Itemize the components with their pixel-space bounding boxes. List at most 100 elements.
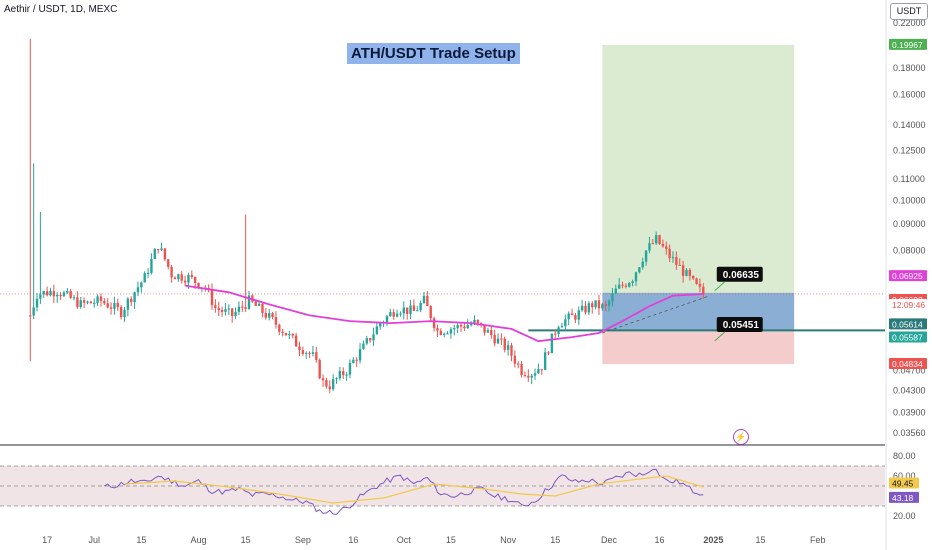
candle-body <box>342 371 345 376</box>
time-tick-label: Feb <box>810 535 826 545</box>
candle-body <box>274 317 278 325</box>
rsi-panel <box>0 465 885 515</box>
candle-body <box>486 330 490 333</box>
candle-body <box>133 292 136 303</box>
time-tick-label: 17 <box>42 535 52 545</box>
candle-body <box>594 300 597 308</box>
candle-body <box>624 285 628 287</box>
candle-body <box>45 291 49 296</box>
candle-body <box>217 308 220 310</box>
candle-body <box>483 324 486 333</box>
candle-body <box>560 326 564 328</box>
candle-body <box>695 278 698 284</box>
candle-body <box>311 352 315 354</box>
candle-body <box>506 345 510 350</box>
candle-body <box>89 301 93 304</box>
price-tick-label: 0.22000 <box>893 18 926 28</box>
candle-body <box>617 284 621 289</box>
candle-body <box>187 274 190 283</box>
candle-body <box>352 359 355 363</box>
candle-body <box>678 264 681 266</box>
candle-body <box>227 308 231 310</box>
rsi-ma-line <box>124 475 704 504</box>
candle-body <box>500 338 503 340</box>
candle-body <box>93 303 96 305</box>
candle-body <box>76 297 79 308</box>
candle-body <box>429 306 432 319</box>
candle-body <box>69 291 72 298</box>
candle-body <box>362 343 365 350</box>
candle-body <box>641 261 644 268</box>
candle-body <box>681 265 685 276</box>
candle-body <box>230 308 234 317</box>
candle-body <box>338 371 342 379</box>
candle-body <box>611 293 614 302</box>
candle-body <box>298 346 301 351</box>
candle-body <box>550 333 554 354</box>
candle-body <box>96 296 99 304</box>
lightning-icon[interactable]: ⚡ <box>733 429 749 445</box>
candle-body <box>281 331 284 333</box>
candle-body <box>284 332 288 336</box>
candle-body <box>62 292 66 297</box>
candle-body <box>702 286 705 295</box>
candle-body <box>523 375 527 377</box>
candle-body <box>379 323 382 327</box>
candle-body <box>365 338 368 344</box>
candle-body <box>146 272 150 274</box>
candle-body <box>291 333 294 336</box>
candle-body <box>113 302 116 309</box>
candle-body <box>658 235 661 244</box>
candle-body <box>136 287 140 293</box>
candle-body <box>109 307 113 309</box>
candle-body <box>419 302 422 311</box>
candle-body <box>264 312 268 318</box>
annotation-arrow <box>714 331 726 342</box>
candle-body <box>490 330 493 336</box>
candle-body <box>520 364 523 376</box>
candle-body <box>173 277 177 280</box>
candle-body <box>39 294 42 299</box>
price-label-box <box>889 298 927 310</box>
candle-body <box>123 309 126 318</box>
candle-body <box>193 277 197 283</box>
price-tick-label: 0.14000 <box>893 120 926 130</box>
annotation-text: 0.06635 <box>723 270 760 281</box>
rsi-value-box <box>889 491 919 503</box>
candle-body <box>527 375 530 378</box>
candle-body <box>345 374 348 376</box>
candle-body <box>567 313 570 320</box>
candle-body <box>570 313 574 316</box>
candle-body <box>591 303 594 308</box>
price-tick-label: 0.08000 <box>893 246 926 256</box>
candle-body <box>254 301 257 306</box>
candle-body <box>628 283 631 287</box>
candle-body <box>668 248 671 259</box>
time-tick-label: Aug <box>191 535 207 545</box>
candle-body <box>348 362 352 375</box>
candle-body <box>220 309 224 312</box>
time-tick-label: Nov <box>500 535 517 545</box>
candle-body <box>446 333 449 335</box>
time-tick-label: Sep <box>295 535 311 545</box>
candle-body <box>214 305 217 309</box>
price-label-box <box>889 270 927 282</box>
candle-body <box>106 303 109 308</box>
candle-body <box>547 352 550 354</box>
price-label-box <box>889 358 927 370</box>
candle-body <box>422 295 426 303</box>
candle-body <box>79 300 82 308</box>
position-zones <box>0 44 885 365</box>
time-tick-label: 15 <box>241 535 251 545</box>
currency-selector[interactable]: USDT <box>890 3 928 20</box>
candle-body <box>580 305 584 311</box>
annotation-arrow <box>714 281 726 292</box>
time-tick-label: Oct <box>397 535 412 545</box>
candle-body <box>688 269 692 276</box>
price-tick-label: 0.03900 <box>893 407 926 417</box>
time-tick-label: Jul <box>88 535 100 545</box>
candle-body <box>691 275 695 279</box>
candle-body <box>52 291 56 297</box>
candle-body <box>493 335 496 344</box>
